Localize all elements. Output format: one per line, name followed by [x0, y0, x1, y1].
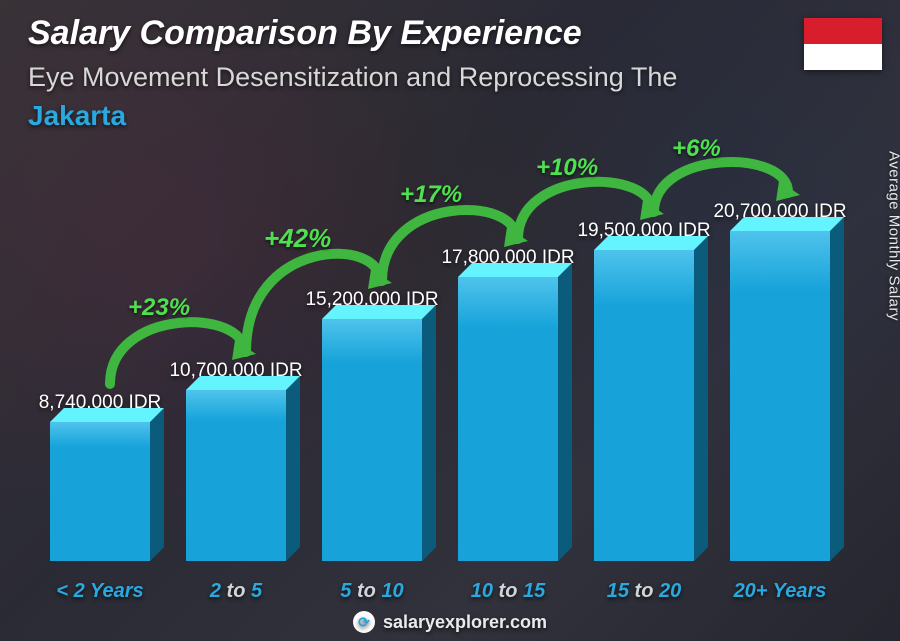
bar [594, 250, 694, 561]
bar-side [558, 263, 572, 561]
country-flag-icon [804, 18, 882, 70]
bar-side [286, 376, 300, 561]
bar-side [422, 305, 436, 561]
bar-top [730, 217, 844, 231]
x-axis-labels: < 2 Years 2 to 5 5 to 10 10 to 15 15 to 20 20… [30, 573, 850, 603]
x-axis-label: 20+ Years [730, 580, 830, 603]
infographic-stage: Salary Comparison By Experience Eye Move… [0, 0, 900, 641]
bar-side [830, 217, 844, 561]
x-axis-label: < 2 Years [50, 580, 150, 603]
bar-front [322, 319, 422, 561]
x-axis-label: 10 to 15 [458, 580, 558, 603]
bar-top [322, 305, 436, 319]
bar [186, 390, 286, 561]
pct-change-label: +17% [400, 181, 462, 209]
x-axis-label: 2 to 5 [186, 580, 286, 603]
bar-slot: 19,500,000 IDR [594, 220, 694, 561]
page-subtitle: Eye Movement Desensitization and Reproce… [28, 62, 677, 93]
bar-front [458, 277, 558, 561]
page-title: Salary Comparison By Experience [28, 14, 582, 53]
pct-change-label: +6% [672, 135, 721, 163]
bar-chart: 8,740,000 IDR 10,700,000 IDR 15,200,000 ID… [30, 150, 850, 561]
bar-side [150, 408, 164, 561]
bar-top [50, 408, 164, 422]
pct-change-label: +23% [128, 294, 190, 322]
bar-slot: 15,200,000 IDR [322, 289, 422, 561]
bar-top [186, 376, 300, 390]
bar-side [694, 236, 708, 561]
bar-top [594, 236, 708, 250]
bar-front [730, 231, 830, 561]
bar [458, 277, 558, 561]
bar-slot: 8,740,000 IDR [50, 392, 150, 561]
bar-front [594, 250, 694, 561]
bar-slot: 20,700,000 IDR [730, 201, 830, 561]
bar-front [186, 390, 286, 561]
flag-top-stripe [804, 18, 882, 44]
bar-slot: 10,700,000 IDR [186, 360, 286, 561]
pct-change-label: +10% [536, 154, 598, 182]
flag-bottom-stripe [804, 44, 882, 70]
footer-text: salaryexplorer.com [383, 612, 547, 633]
y-axis-label: Average Monthly Salary [886, 151, 900, 321]
x-axis-label: 5 to 10 [322, 580, 422, 603]
footer: ⟳ salaryexplorer.com [0, 611, 900, 633]
brand-logo-icon: ⟳ [353, 611, 375, 633]
bar [50, 422, 150, 561]
bar-slot: 17,800,000 IDR [458, 247, 558, 561]
bar-top [458, 263, 572, 277]
bar-front [50, 422, 150, 561]
pct-change-label: +42% [264, 223, 331, 254]
city-label: Jakarta [28, 100, 126, 132]
bar [730, 231, 830, 561]
x-axis-label: 15 to 20 [594, 580, 694, 603]
bar [322, 319, 422, 561]
